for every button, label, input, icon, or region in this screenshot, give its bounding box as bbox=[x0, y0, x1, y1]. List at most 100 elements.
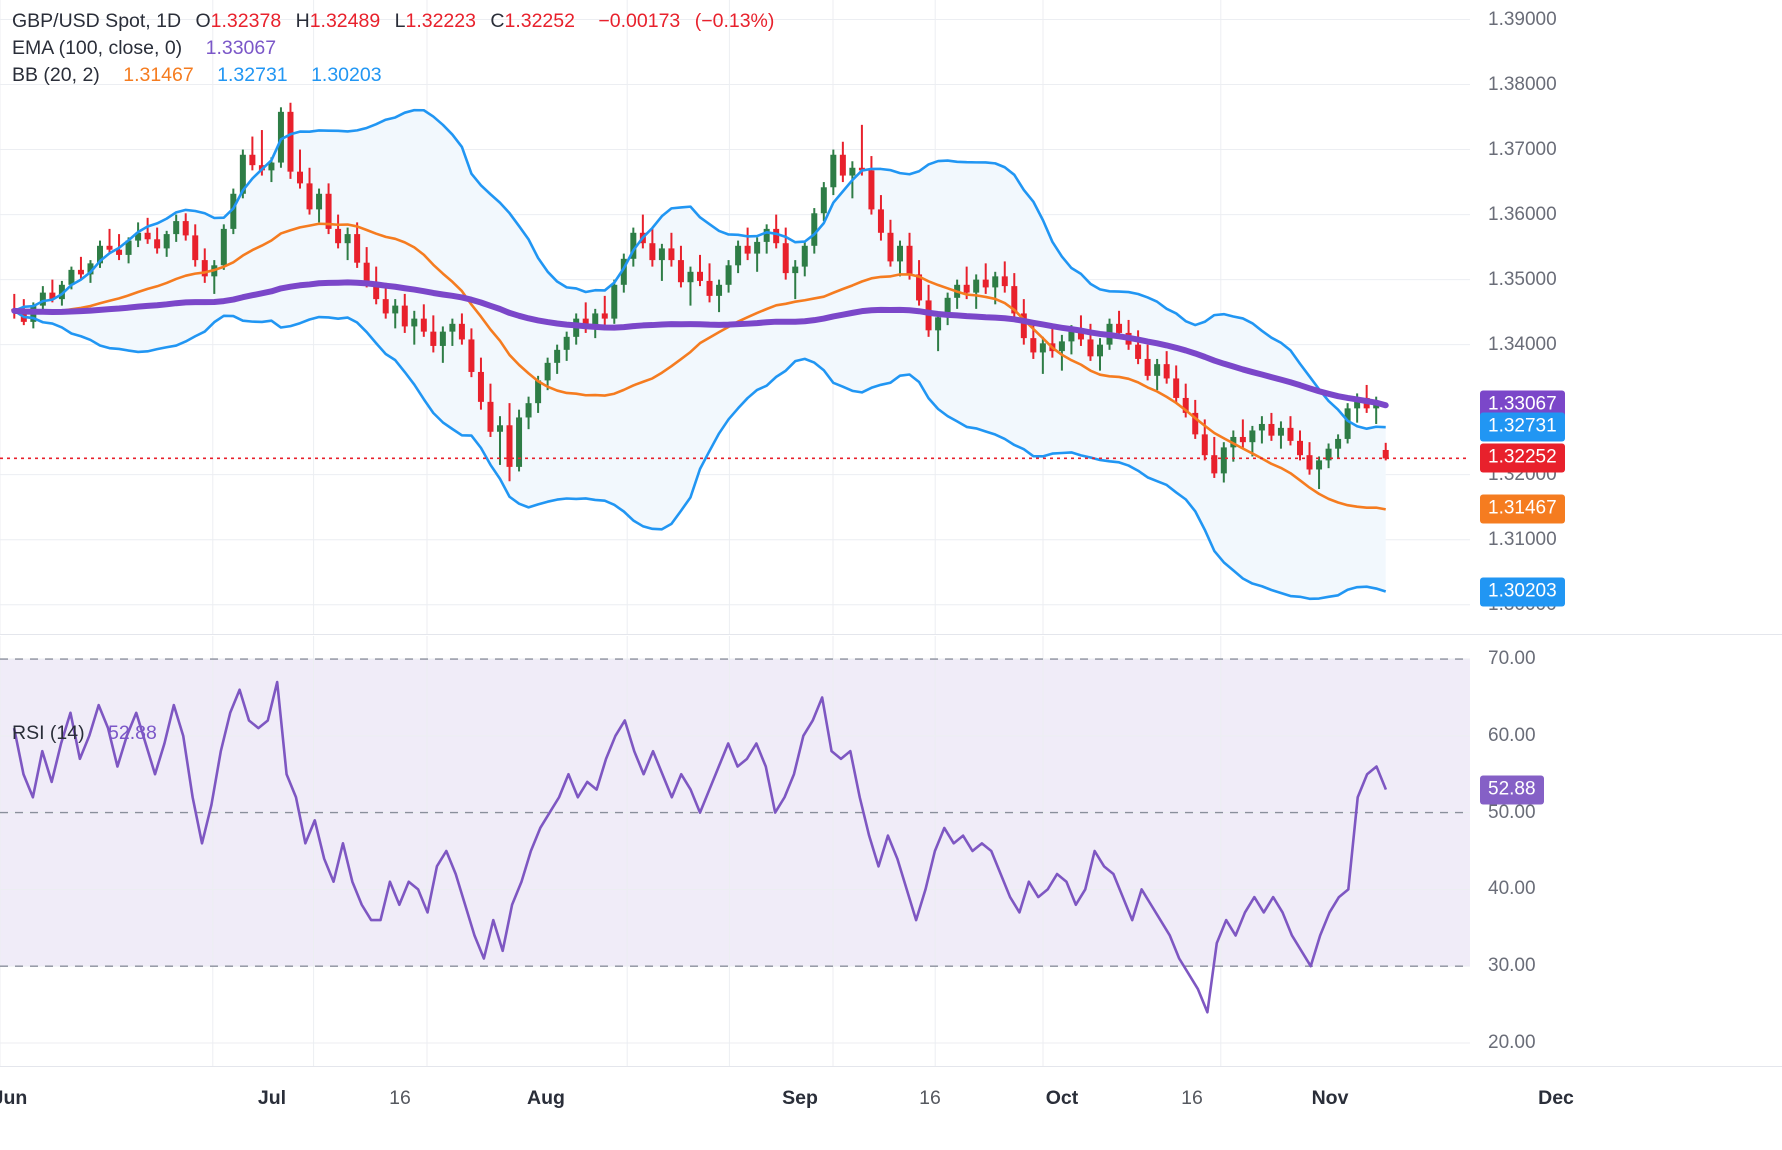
candle-body bbox=[268, 162, 275, 171]
candle-body bbox=[1325, 448, 1332, 461]
panel-divider bbox=[0, 634, 1782, 635]
bb-lower-price-tag[interactable]: 1.30203 bbox=[1480, 577, 1565, 607]
bollinger-basis-line bbox=[14, 222, 1386, 511]
candle-body bbox=[792, 266, 799, 274]
candle-body bbox=[449, 323, 456, 332]
time-tick-16-7: 16 bbox=[1181, 1087, 1203, 1109]
rsi-chart-panel[interactable]: 70.00 60.00 50.00 40.00 30.00 20.00 52.88 bbox=[0, 636, 1782, 1066]
ema-label: EMA (100, close, 0) bbox=[12, 37, 183, 59]
candle-body bbox=[897, 245, 903, 262]
price-axis[interactable]: 1.39000 1.38000 1.37000 1.36000 1.35000 1.340… bbox=[1470, 0, 1782, 634]
legend-row-bb[interactable]: BB (20, 2) 1.31467 1.32731 1.30203 bbox=[12, 62, 774, 89]
candle-body bbox=[1039, 343, 1046, 353]
price-chart-panel[interactable]: 1.39000 1.38000 1.37000 1.36000 1.35000 1.340… bbox=[0, 0, 1782, 634]
candle-body bbox=[744, 245, 751, 254]
candle-body bbox=[135, 232, 142, 241]
candle-body bbox=[1030, 338, 1037, 353]
candle-body bbox=[354, 234, 361, 263]
candle-body bbox=[1277, 427, 1284, 436]
candle-body bbox=[811, 213, 818, 246]
candle-body bbox=[58, 284, 65, 300]
candle-body bbox=[477, 371, 484, 402]
candle-body bbox=[582, 318, 589, 327]
candle-body bbox=[173, 221, 180, 235]
change-percent-value: (−0.13%) bbox=[694, 10, 775, 32]
candle-body bbox=[468, 339, 475, 372]
candle-body bbox=[963, 284, 970, 293]
candle-body bbox=[1287, 427, 1294, 441]
candle-body bbox=[411, 318, 418, 327]
candle-body bbox=[839, 154, 846, 176]
candle-body bbox=[735, 245, 742, 266]
candle-body bbox=[325, 193, 332, 229]
candle-body bbox=[801, 245, 808, 267]
candle-body bbox=[49, 292, 56, 300]
rsi-axis[interactable]: 70.00 60.00 50.00 40.00 30.00 20.00 52.88 bbox=[1470, 636, 1782, 1066]
candle-body bbox=[677, 260, 684, 283]
candle-body bbox=[1382, 449, 1389, 459]
price-tick-label: 1.39000 bbox=[1488, 8, 1557, 30]
candle-body bbox=[106, 245, 113, 250]
candle-body bbox=[668, 248, 675, 261]
candle-body bbox=[535, 380, 542, 404]
candle-body bbox=[725, 265, 732, 285]
high-label: H bbox=[295, 10, 310, 32]
legend-row-ema[interactable]: EMA (100, close, 0) 1.33067 bbox=[12, 35, 774, 62]
last-price-tag[interactable]: 1.32252 bbox=[1480, 443, 1565, 473]
bollinger-lower-line bbox=[13, 309, 1387, 601]
bb-lower-value: 1.30203 bbox=[311, 64, 382, 86]
candle-body bbox=[344, 234, 351, 244]
rsi-plot-area[interactable] bbox=[0, 636, 1470, 1066]
candle-body bbox=[658, 248, 665, 261]
time-axis[interactable]: Jun Jul 16 Aug Sep 16 Oct 16 Nov Dec bbox=[0, 1066, 1782, 1150]
candle-body bbox=[1182, 397, 1189, 413]
candle-body bbox=[1011, 286, 1018, 314]
candle-body bbox=[1201, 434, 1208, 456]
rsi-legend[interactable]: RSI (14) 52.88 bbox=[12, 722, 157, 745]
legend-row-symbol[interactable]: GBP/USD Spot, 1D O1.32378 H1.32489 L1.32… bbox=[12, 8, 774, 35]
bb-upper-value: 1.32731 bbox=[217, 64, 288, 86]
candle-body bbox=[820, 187, 827, 214]
low-value: 1.32223 bbox=[405, 10, 476, 32]
time-tick-jun-0: Jun bbox=[0, 1087, 28, 1109]
candle-body bbox=[439, 331, 446, 346]
time-tick-nov-8: Nov bbox=[1311, 1087, 1349, 1109]
bb-upper-price-tag[interactable]: 1.32731 bbox=[1480, 412, 1565, 442]
bb-basis-price-tag[interactable]: 1.31467 bbox=[1480, 494, 1565, 524]
candle-body bbox=[125, 240, 132, 255]
time-tick-aug-3: Aug bbox=[527, 1087, 565, 1109]
candle-body bbox=[973, 279, 980, 293]
candle-body bbox=[116, 249, 123, 255]
bollinger-upper-line bbox=[13, 108, 1386, 431]
candle-body bbox=[277, 111, 284, 163]
candle-series bbox=[11, 102, 1389, 489]
candle-body bbox=[516, 417, 523, 467]
bb-basis-value: 1.31467 bbox=[123, 64, 194, 86]
candle-body bbox=[1344, 408, 1351, 439]
candle-body bbox=[1297, 440, 1303, 456]
rsi-tick-label: 50.00 bbox=[1488, 801, 1536, 823]
candle-body bbox=[458, 323, 465, 340]
candle-body bbox=[182, 221, 189, 236]
bollinger-band-fill bbox=[14, 110, 1386, 599]
rsi-value: 52.88 bbox=[108, 722, 157, 744]
time-tick-16-2: 16 bbox=[389, 1087, 411, 1109]
candle-body bbox=[220, 228, 227, 266]
rsi-tick-label: 40.00 bbox=[1488, 878, 1536, 900]
candle-body bbox=[868, 170, 875, 210]
candle-body bbox=[1154, 364, 1161, 376]
candle-body bbox=[144, 232, 151, 240]
candle-body bbox=[611, 284, 618, 319]
candle-body bbox=[316, 193, 323, 210]
price-tick-label: 1.36000 bbox=[1488, 203, 1557, 225]
rsi-value-tag[interactable]: 52.88 bbox=[1480, 775, 1544, 805]
close-value: 1.32252 bbox=[504, 10, 575, 32]
price-plot-area[interactable] bbox=[0, 0, 1470, 634]
candle-body bbox=[68, 269, 75, 285]
candle-body bbox=[1087, 339, 1094, 357]
candle-body bbox=[420, 318, 427, 332]
candle-body bbox=[1135, 344, 1142, 359]
price-candlestick-svg bbox=[0, 0, 1470, 634]
candle-body bbox=[1077, 331, 1084, 340]
